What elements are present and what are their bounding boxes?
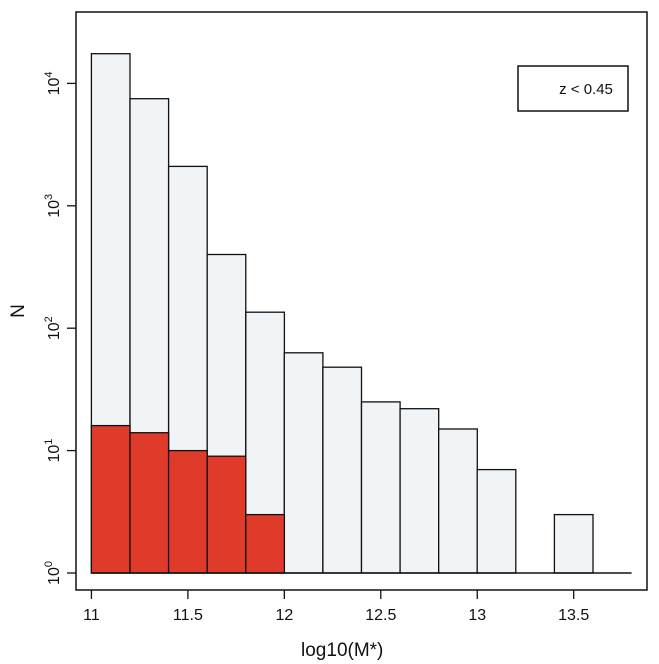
x-axis-ticks: 11 11.5 12 12.5 13 13.5 [83, 590, 589, 624]
y-axis-label: N [8, 304, 29, 318]
bar-red-3 [206, 455, 247, 574]
bar-red-2 [167, 449, 208, 574]
y-axis-ticks: 100 101 102 103 104 [43, 71, 76, 585]
bar-all-5 [283, 352, 324, 574]
x-tick-label-3: 12.5 [365, 607, 396, 624]
bar-all-10 [476, 468, 517, 574]
y-tick-label-1: 101 [43, 439, 63, 463]
x-tick-label-1: 11.5 [173, 607, 203, 624]
y-tick-label-0: 100 [43, 561, 63, 585]
bar-red-4 [245, 513, 286, 574]
bars-red-subset [90, 424, 286, 574]
x-tick-label-5: 13.5 [558, 607, 589, 624]
x-tick-label-4: 13 [468, 607, 486, 624]
legend-text: z < 0.45 [559, 81, 613, 98]
x-tick-label-0: 11 [83, 607, 100, 624]
x-axis-label: log10(M*) [301, 640, 383, 661]
y-tick-label-4: 104 [43, 71, 63, 95]
y-tick-label-3: 103 [43, 194, 63, 218]
bar-all-8 [399, 408, 440, 574]
bar-all-7 [360, 401, 401, 574]
legend-box [517, 65, 629, 112]
bar-red-0 [90, 424, 131, 574]
x-tick-label-2: 12 [275, 607, 293, 624]
plot-frame [75, 11, 648, 591]
legend: z < 0.45 [517, 65, 629, 112]
bar-red-1 [129, 432, 170, 574]
bar-all-6 [322, 366, 363, 574]
bar-all-9 [438, 428, 478, 574]
y-tick-label-2: 102 [43, 316, 63, 340]
bar-all-12 [553, 513, 594, 574]
